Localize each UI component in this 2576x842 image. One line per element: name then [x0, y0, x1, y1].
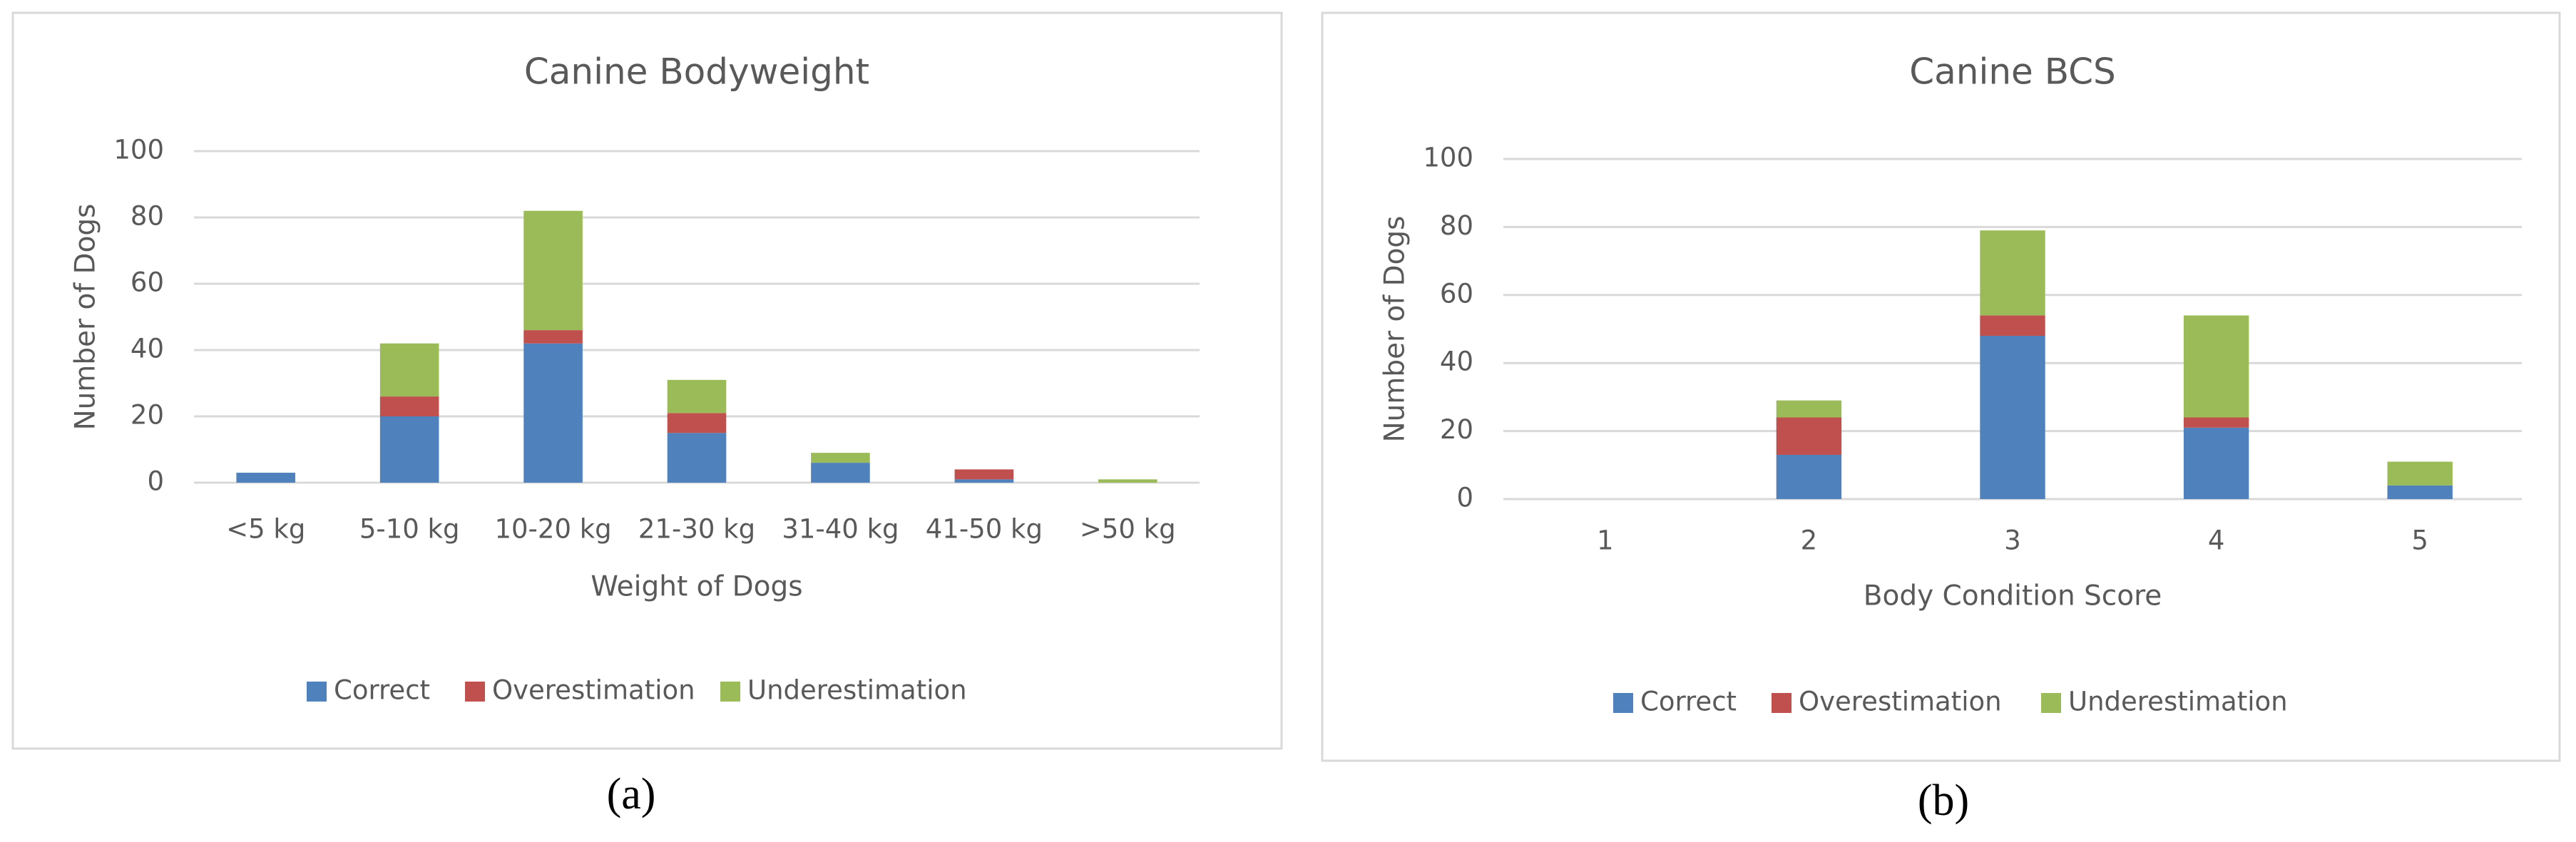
legend-swatch [720, 682, 740, 702]
x-tick-label: 5-10 kg [359, 514, 460, 545]
y-tick-label: 80 [131, 201, 164, 232]
legend-label: Correct [1640, 687, 1737, 717]
chart-frame [1321, 11, 2561, 762]
y-tick-label: 80 [1440, 210, 1473, 241]
bar-segment [523, 330, 583, 344]
legend-label: Underestimation [747, 675, 967, 706]
panel-label: (a) [607, 770, 656, 818]
x-axis-label: Weight of Dogs [591, 571, 802, 603]
y-tick-label: 0 [147, 466, 164, 497]
x-tick-label: 3 [2004, 525, 2021, 556]
bar-segment [811, 453, 870, 463]
x-tick-label: 10-20 kg [494, 514, 611, 545]
legend-label: Underestimation [2068, 687, 2288, 717]
legend-swatch [307, 682, 327, 702]
bar-segment [1776, 400, 1842, 418]
y-tick-label: 20 [1440, 414, 1473, 445]
bar-segment [954, 479, 1014, 483]
x-tick-label: <5 kg [226, 514, 305, 545]
y-tick-label: 60 [131, 267, 164, 298]
y-tick-label: 100 [1423, 143, 1473, 173]
bar-segment [2183, 315, 2249, 418]
bar-segment [667, 413, 727, 433]
bar-segment [811, 463, 870, 483]
legend-label: Correct [334, 675, 430, 706]
legend-label: Overestimation [1799, 687, 2002, 717]
bar-segment [2183, 427, 2249, 499]
bar-segment [954, 469, 1014, 480]
bar-segment [379, 416, 439, 483]
y-tick-label: 20 [131, 400, 164, 431]
bar-segment [379, 343, 439, 397]
chart-frame [11, 11, 1283, 750]
bar-segment [1980, 336, 2045, 499]
y-tick-label: 0 [1456, 483, 1473, 513]
y-tick-label: 100 [113, 135, 164, 165]
bar-segment [1776, 454, 1842, 499]
chart-title: Canine BCS [1909, 51, 2116, 93]
bar-segment [236, 473, 296, 483]
y-axis-label: Number of Dogs [1379, 215, 1411, 442]
y-axis-label: Number of Dogs [70, 203, 102, 430]
bar-segment [2387, 461, 2453, 486]
chart-title: Canine Bodyweight [524, 51, 869, 93]
x-tick-label: 41-50 kg [926, 514, 1043, 545]
legend-swatch [2041, 693, 2061, 713]
bar-segment [1098, 479, 1157, 483]
bar-segment [523, 343, 583, 483]
y-tick-label: 60 [1440, 278, 1473, 309]
bar-segment [379, 396, 439, 416]
x-axis-label: Body Condition Score [1864, 580, 2162, 612]
x-tick-label: 31-40 kg [782, 514, 899, 545]
x-tick-label: 4 [2208, 525, 2225, 556]
bar-segment [2387, 485, 2453, 499]
bar-segment [2183, 417, 2249, 428]
bar-segment [1776, 417, 1842, 455]
x-tick-label: >50 kg [1080, 514, 1176, 545]
x-tick-label: 1 [1597, 525, 1614, 556]
legend-swatch [1772, 693, 1792, 713]
panel-label: (b) [1918, 776, 1969, 825]
x-tick-label: 2 [1801, 525, 1818, 556]
bar-segment [523, 210, 583, 331]
x-tick-label: 5 [2411, 525, 2428, 556]
legend-swatch [1613, 693, 1633, 713]
y-tick-label: 40 [1440, 346, 1473, 377]
bar-segment [667, 433, 727, 483]
y-tick-label: 40 [131, 334, 164, 364]
x-tick-label: 21-30 kg [638, 514, 755, 545]
bar-segment [1980, 315, 2045, 337]
legend-label: Overestimation [492, 675, 695, 706]
legend-swatch [465, 682, 485, 702]
bar-segment [1980, 230, 2045, 316]
bar-segment [667, 379, 727, 414]
